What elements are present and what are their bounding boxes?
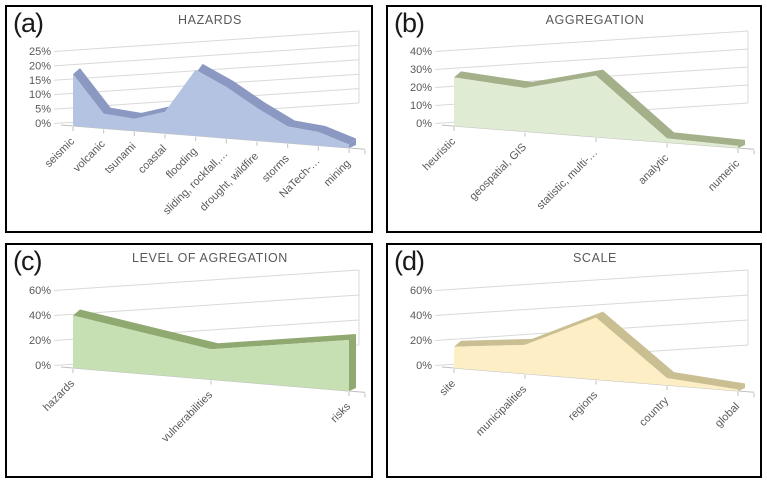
x-axis-category-label: volcanic <box>71 138 108 175</box>
y-axis-tick-label: 5% <box>35 104 51 116</box>
gridline <box>434 30 749 52</box>
x-axis-category-label: country <box>637 395 671 429</box>
gridline <box>53 44 360 67</box>
y-axis-tick-label: 0% <box>35 360 51 372</box>
area-front-face <box>73 315 349 391</box>
y-axis-tick-label: 30% <box>410 64 432 76</box>
chart-title: LEVEL OF AGREGATION <box>132 251 288 265</box>
gridline <box>434 294 749 316</box>
x-axis-category-label: geospatial, GIS <box>467 141 529 203</box>
y-axis-tick-label: 40% <box>410 46 432 58</box>
gridline <box>53 294 360 316</box>
y-axis-tick-label: 10% <box>410 100 432 112</box>
x-axis-category-label: numeric <box>706 157 743 194</box>
y-axis-tick-label: 40% <box>410 310 432 322</box>
x-axis-category-label: analytic <box>636 152 671 187</box>
chart-title: SCALE <box>573 251 617 265</box>
panel-d: (d) 0% 20% 40% 60% site municipalities regions… <box>386 243 762 478</box>
gridline <box>53 269 360 291</box>
x-axis-category-label: global <box>713 401 742 430</box>
y-axis-tick-label: 40% <box>29 310 51 322</box>
panel-label-a: (a) <box>13 8 44 38</box>
x-axis-category-label: statistic, multi-… <box>535 147 601 213</box>
y-axis-tick-label: 15% <box>29 75 51 87</box>
aggregation-chart: 0% 10% 20% 30% 40% heuristic geospatial, GIS st… <box>410 13 755 213</box>
x-axis-category-label: storms <box>260 152 292 184</box>
x-axis-category-label: site <box>438 378 459 399</box>
level-of-agregation-chart: 0% 20% 40% 60% hazards vulnerabilities risks LE… <box>29 251 366 445</box>
x-axis-category-label: mining <box>322 158 353 189</box>
area-end-cap <box>349 138 356 148</box>
gridline <box>434 48 749 70</box>
panel-c: (c) 0% 20% 40% 60% hazards vulnerabilities ris… <box>5 243 373 478</box>
area-end-cap <box>738 383 745 391</box>
y-axis-tick-label: 20% <box>410 82 432 94</box>
x-axis-category-label: coastal <box>136 143 169 176</box>
scale-chart: 0% 20% 40% 60% site municipalities regions coun… <box>410 251 755 439</box>
panel-b: (b) 0% 10% 20% 30% 40% heuristic geospatial, G… <box>386 5 762 233</box>
y-axis-tick-label: 0% <box>416 118 432 130</box>
x-axis-category-label: heuristic <box>421 135 459 173</box>
area-end-cap <box>349 334 356 391</box>
area-front-face <box>73 69 349 148</box>
area-top-ribbon <box>454 311 745 390</box>
panel-label-c: (c) <box>13 246 43 276</box>
y-axis-tick-label: 20% <box>410 335 432 347</box>
y-axis-tick-label: 20% <box>29 335 51 347</box>
area-top-ribbon <box>73 63 356 145</box>
x-axis-category-label: hazards <box>41 377 78 414</box>
gridline <box>434 269 749 291</box>
gridline <box>53 30 360 52</box>
y-axis-tick-label: 10% <box>29 89 51 101</box>
chart-title: HAZARDS <box>178 13 242 27</box>
y-axis-tick-label: 0% <box>35 118 51 130</box>
hazards-chart: 0%5%10%15%20%25%seismicvolcanictsunamico… <box>29 13 366 217</box>
x-axis-category-label: tsunami <box>103 141 139 177</box>
area-front-face <box>454 75 738 148</box>
x-axis-category-label: risks <box>329 400 354 425</box>
area-top-ribbon <box>73 309 356 350</box>
y-axis-tick-label: 0% <box>416 360 432 372</box>
chart-title: AGGREGATION <box>546 13 645 27</box>
x-axis-category-label: regions <box>566 389 600 423</box>
y-axis-tick-label: 60% <box>29 285 51 297</box>
area-top-ribbon <box>454 69 745 146</box>
panel-a: (a) 0% 5% 10% 15% 20% 25% seismic volcanic tsuna… <box>5 5 373 233</box>
y-axis-tick-label: 20% <box>29 60 51 72</box>
area-end-cap <box>738 139 745 148</box>
panel-label-d: (d) <box>394 246 425 276</box>
panel-label-b: (b) <box>394 8 425 38</box>
y-axis-tick-label: 60% <box>410 285 432 297</box>
y-axis-tick-label: 25% <box>29 46 51 58</box>
area-front-face <box>454 317 738 391</box>
x-axis-category-label: vulnerabilities <box>160 389 216 445</box>
x-axis-category-label: municipalities <box>474 383 530 439</box>
x-axis-category-label: drought, wildfire <box>198 150 261 213</box>
